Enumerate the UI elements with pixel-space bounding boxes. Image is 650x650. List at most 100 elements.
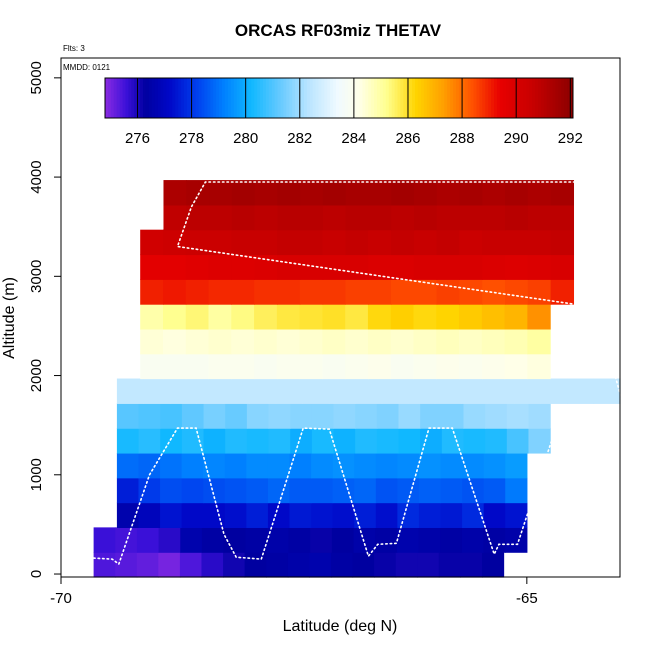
heatmap-cell bbox=[208, 254, 232, 280]
heatmap-cell bbox=[254, 254, 278, 280]
heatmap-cell bbox=[181, 477, 204, 504]
x-axis: -70 -65 bbox=[50, 577, 538, 607]
heatmap-cell bbox=[504, 328, 528, 355]
heatmap-cell bbox=[354, 502, 377, 528]
heatmap-cell bbox=[289, 502, 312, 528]
colorbar-segment bbox=[385, 78, 390, 118]
heatmap-cell bbox=[140, 279, 164, 305]
flight-track bbox=[92, 181, 650, 566]
colorbar-segment bbox=[379, 78, 384, 118]
colorbar-segment bbox=[534, 78, 539, 118]
colorbar-segment bbox=[295, 78, 299, 118]
heatmap-cell bbox=[244, 552, 267, 578]
heatmap-cell bbox=[414, 204, 438, 231]
colorbar-segment bbox=[464, 78, 469, 118]
heatmap-cell bbox=[413, 279, 438, 305]
heatmap-cell bbox=[116, 452, 140, 479]
heatmap-cell bbox=[418, 502, 442, 528]
heatmap-cell bbox=[181, 452, 204, 479]
colorbar-segment bbox=[300, 78, 305, 118]
colorbar-segment bbox=[134, 78, 138, 118]
colorbar-segment bbox=[274, 78, 279, 118]
heatmap-cell bbox=[266, 527, 290, 553]
heatmap-cell bbox=[311, 477, 334, 504]
heatmap-cell bbox=[397, 502, 420, 528]
heatmap-cell bbox=[208, 279, 232, 305]
heatmap-cell bbox=[413, 229, 438, 256]
heatmap-cell bbox=[390, 304, 415, 330]
colorbar-segment bbox=[400, 78, 404, 118]
heatmap-cell bbox=[375, 502, 398, 528]
colorbar-segment bbox=[213, 78, 217, 118]
heatmap-cell bbox=[436, 229, 461, 256]
heatmap-cell bbox=[322, 180, 347, 206]
heatmap-cell bbox=[224, 452, 247, 479]
colorbar-segment bbox=[283, 78, 287, 118]
colorbar-segment bbox=[271, 78, 276, 118]
heatmap-cell bbox=[224, 477, 247, 504]
colorbar-segment bbox=[336, 78, 340, 118]
heatmap-cell bbox=[332, 502, 355, 528]
colorbar-segment bbox=[561, 78, 565, 118]
heatmap-cell bbox=[413, 328, 437, 355]
colorbar-segment bbox=[567, 78, 571, 118]
heatmap-cell bbox=[398, 428, 421, 454]
heatmap-cell bbox=[461, 527, 485, 553]
colorbar-segment bbox=[251, 78, 255, 118]
colorbar-segment bbox=[540, 78, 545, 118]
colorbar-segment bbox=[467, 78, 472, 118]
heatmap-cell bbox=[440, 502, 463, 528]
heatmap-cell bbox=[504, 304, 528, 330]
colorbar-segment bbox=[374, 78, 378, 118]
colorbar-segment bbox=[128, 78, 132, 118]
heatmap-cell bbox=[185, 254, 210, 280]
colorbar-segment bbox=[377, 78, 381, 118]
colorbar-segment bbox=[178, 78, 182, 118]
heatmap-cell bbox=[528, 428, 551, 454]
heatmap-cell bbox=[201, 552, 224, 578]
colorbar-segment bbox=[344, 78, 349, 118]
heatmap-cell bbox=[138, 502, 161, 528]
colorbar-segment bbox=[523, 78, 527, 118]
heatmap-cell bbox=[246, 428, 270, 454]
heatmap-cell bbox=[300, 180, 324, 206]
heatmap-cell bbox=[246, 502, 269, 528]
colorbar-segment bbox=[420, 78, 425, 118]
colorbar-segment bbox=[353, 78, 358, 118]
heatmap-cell bbox=[160, 428, 183, 454]
colorbar-segment bbox=[491, 78, 495, 118]
heatmap-cell bbox=[355, 428, 378, 454]
heatmap-cell bbox=[203, 477, 226, 504]
heatmap-cell bbox=[391, 254, 415, 280]
colorbar-tick-label: 278 bbox=[179, 130, 204, 147]
heatmap-cell bbox=[414, 180, 438, 206]
colorbar-segment bbox=[485, 78, 489, 118]
heatmap-cell bbox=[162, 304, 187, 330]
colorbar-segment bbox=[532, 78, 536, 118]
heatmap-cell bbox=[181, 428, 205, 454]
heatmap-cell bbox=[163, 180, 187, 206]
heatmap-cell bbox=[254, 279, 278, 305]
colorbar-segment bbox=[137, 78, 141, 118]
colorbar-segment bbox=[227, 78, 232, 118]
heatmap-cell bbox=[268, 428, 291, 454]
heatmap-cell bbox=[391, 204, 415, 231]
heatmap-cell bbox=[440, 527, 463, 553]
heatmap-cell bbox=[179, 552, 203, 578]
heatmap-cell bbox=[254, 180, 278, 206]
colorbar-segment bbox=[169, 78, 173, 118]
heatmap-cell bbox=[309, 552, 332, 578]
heatmap-cell bbox=[436, 304, 460, 330]
heatmap-cell bbox=[231, 353, 255, 380]
heatmap-cell bbox=[254, 353, 278, 380]
heatmap-cell bbox=[311, 428, 335, 454]
heatmap-cell bbox=[116, 477, 140, 504]
colorbar-segment bbox=[476, 78, 480, 118]
heatmap-cell bbox=[246, 403, 270, 429]
heatmap-cell bbox=[550, 279, 575, 305]
colorbar-segment bbox=[543, 78, 548, 118]
colorbar-segment bbox=[245, 78, 249, 118]
colorbar-segment bbox=[362, 78, 366, 118]
heatmap-cell bbox=[354, 452, 377, 479]
heatmap-cell bbox=[462, 502, 485, 528]
